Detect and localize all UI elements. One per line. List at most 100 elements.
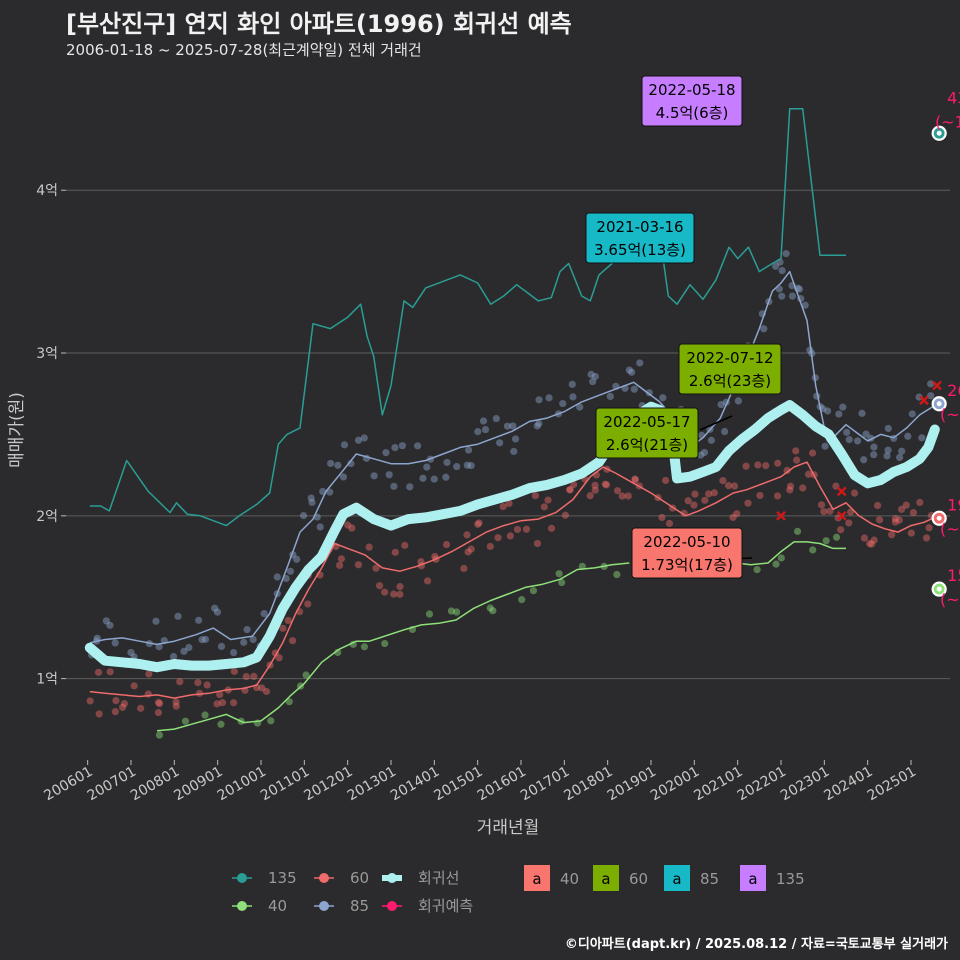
scatter-point-85: [327, 459, 335, 468]
scatter-point-60: [390, 590, 398, 598]
scatter-point-60: [591, 481, 599, 490]
x-tick-label: 202501: [865, 764, 919, 805]
scatter-point-60: [463, 531, 471, 539]
scatter-point-60: [172, 698, 180, 706]
scatter-point-60: [570, 480, 578, 489]
scatter-point-85: [316, 523, 324, 531]
x-axis-title: 거래년월: [477, 818, 540, 838]
scatter-point-60: [230, 667, 238, 675]
legend-dot-40: [237, 901, 247, 911]
scatter-point-40: [285, 698, 293, 706]
x-tick-label: 201401: [388, 764, 442, 805]
scatter-point-85: [111, 639, 119, 647]
scatter-point-85: [453, 462, 461, 471]
annotation-date: 2022-05-10: [643, 533, 730, 551]
scatter-point-60: [793, 456, 801, 464]
scatter-point-60: [381, 588, 389, 596]
annotation-layer: 2022-05-18 4.5억(6층) 2021-03-16 3.65억(13층) 20…: [585, 75, 782, 579]
scatter-point-85: [370, 472, 378, 480]
scatter-point-85: [299, 511, 308, 520]
scatter-point-60: [561, 511, 569, 519]
scatter-point-40: [201, 711, 209, 719]
scatter-point-40: [772, 560, 780, 568]
scatter-point-60: [547, 524, 556, 532]
scatter-point-60: [870, 536, 878, 544]
scatter-point-60: [691, 490, 699, 498]
prediction-value-label: 15,500: [947, 566, 960, 585]
scatter-point-85: [185, 643, 193, 652]
legend-box-glyph: a: [748, 870, 757, 888]
regression-line: [84, 400, 940, 673]
scatter-point-60: [922, 534, 931, 542]
scatter-point-85: [870, 443, 878, 451]
series-line-135: [89, 108, 846, 527]
scatter-point-60: [258, 684, 266, 692]
scatter-point-85: [659, 394, 667, 402]
scatter-point-85: [908, 410, 916, 418]
scatter-point-85: [772, 262, 780, 270]
scatter-point-60: [137, 704, 145, 712]
scatter-point-85: [406, 483, 414, 491]
scatter-point-40: [447, 607, 455, 615]
footer-credit: ©디아파트(dapt.kr) / 2025.08.12 / 자료=국토교통부 실…: [564, 937, 948, 952]
scatter-point-85: [479, 417, 488, 425]
legend-label: 60: [350, 869, 369, 887]
scatter-point-85: [423, 463, 431, 471]
x-tick-label: 201701: [518, 764, 572, 805]
scatter-point-60: [304, 600, 312, 608]
x-tick-label: 202101: [691, 764, 745, 805]
scatter-point-60: [618, 492, 626, 500]
scatter-point-85: [481, 425, 490, 434]
scatter-point-85: [390, 482, 398, 490]
scatter-point-40: [181, 717, 190, 725]
prediction-value-label: 19,850: [947, 495, 960, 514]
scatter-point-85: [898, 447, 906, 455]
scatter-point-60: [817, 501, 826, 509]
scatter-point-60: [522, 525, 531, 533]
scatter-point-60: [230, 699, 238, 707]
annotation-price: 2.6억(23층): [689, 372, 771, 390]
x-tick-label: 202001: [648, 764, 702, 805]
scatter-point-85: [169, 652, 178, 661]
annotation-box: [595, 407, 699, 459]
legend-dot-회귀예측: [387, 901, 397, 911]
scatter-point-60: [719, 477, 727, 485]
scatter-point-60: [820, 507, 828, 516]
scatter-point-60: [690, 501, 698, 509]
legend-box-glyph: a: [601, 870, 610, 888]
scatter-point-85: [591, 372, 599, 381]
scatter-point-85: [503, 422, 512, 430]
y-tick-label: 4억: [36, 183, 58, 199]
scatter-point-85: [625, 366, 633, 374]
scatter-point-40: [822, 537, 830, 545]
scatter-point-85: [509, 422, 517, 430]
scatter-point-60: [909, 508, 918, 517]
scatter-point-85: [707, 436, 716, 444]
annotation-price: 4.5억(6층): [656, 104, 729, 122]
scatter-point-60: [868, 540, 876, 548]
scatter-point-40: [489, 607, 497, 615]
scatter-point-60: [773, 492, 782, 500]
scatter-point-60: [826, 507, 834, 515]
scatter-point-85: [511, 435, 520, 443]
scatter-point-60: [631, 475, 639, 483]
scatter-point-60: [631, 476, 639, 484]
scatter-point-85: [443, 458, 451, 467]
scatter-point-85: [870, 451, 878, 459]
scatter-point-85: [463, 461, 471, 469]
scatter-point-40: [832, 533, 841, 541]
annotation-price: 1.73억(17층): [641, 556, 733, 574]
scatter-point-60: [665, 519, 674, 528]
x-marker: [836, 486, 847, 497]
legend-dot-60: [319, 873, 329, 883]
scatter-point-85: [152, 617, 160, 625]
x-tick-label: 201901: [605, 764, 659, 805]
scatter-point-85: [927, 392, 935, 400]
series-line-40: [156, 541, 846, 732]
series-line-85: [89, 270, 934, 646]
scatter-point-60: [744, 499, 752, 507]
scatter-point-60: [875, 516, 884, 524]
scatter-point-60: [112, 697, 120, 705]
x-tick-label: 201601: [475, 764, 529, 805]
scatter-point-60: [194, 678, 202, 687]
